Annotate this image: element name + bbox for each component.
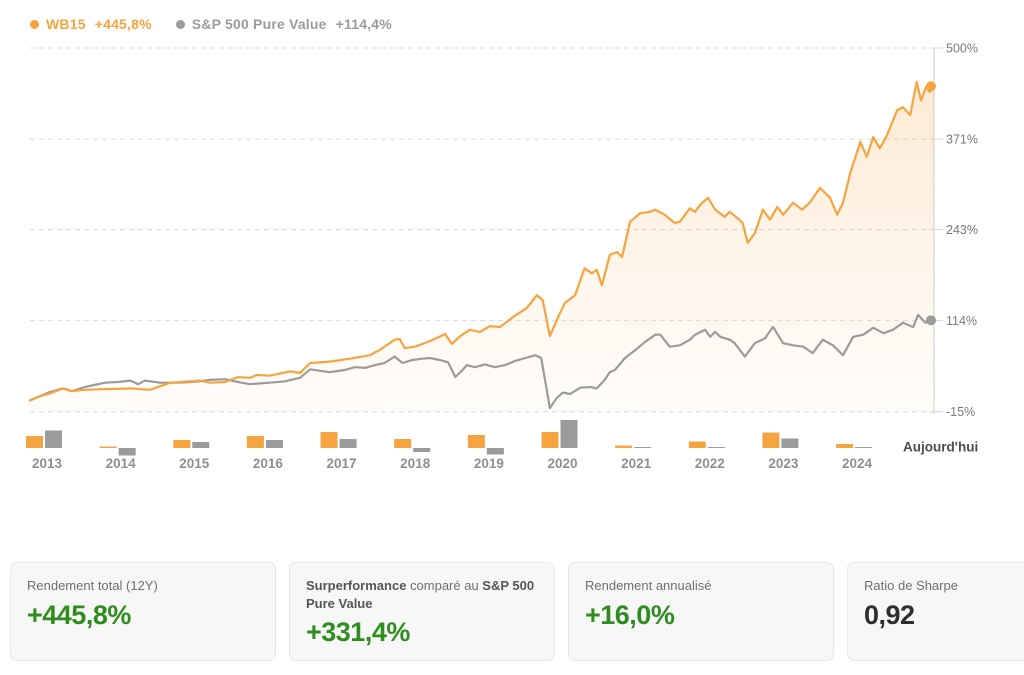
- bar-wb15-2020[interactable]: [541, 432, 559, 448]
- bar-sp500-2024[interactable]: [855, 447, 873, 448]
- y-axis-tick-label: 371%: [946, 133, 978, 147]
- y-axis-tick-label: 114%: [946, 314, 977, 328]
- x-axis-year-label: 2020: [547, 456, 577, 471]
- x-axis-year-label: 2013: [32, 456, 63, 471]
- bar-wb15-2014[interactable]: [99, 446, 117, 449]
- card-label: Ratio de Sharpe: [864, 578, 958, 593]
- bar-wb15-2019[interactable]: [467, 435, 485, 448]
- card-surperformance: Surperformance comparé au S&P 500 Pure V…: [289, 562, 555, 662]
- card-rendement-annualise: Rendement annualisé +16,0%: [568, 562, 834, 662]
- card-label: Rendement annualisé: [585, 578, 712, 593]
- today-label: Aujourd'hui: [903, 440, 978, 455]
- bar-sp500-2021[interactable]: [634, 447, 652, 448]
- x-axis-year-label: 2017: [327, 456, 357, 471]
- bar-wb15-2016[interactable]: [246, 436, 264, 448]
- bar-sp500-2023[interactable]: [781, 438, 799, 449]
- bar-wb15-2022[interactable]: [688, 441, 706, 449]
- bar-sp500-2014[interactable]: [118, 448, 136, 456]
- bar-wb15-2024[interactable]: [836, 444, 854, 448]
- card-label-bold: S&P 500 Pure Value: [306, 578, 535, 611]
- card-value: +331,4%: [306, 617, 410, 648]
- sp500-end-dot[interactable]: [926, 315, 936, 326]
- bar-wb15-2023[interactable]: [762, 432, 780, 449]
- x-axis-year-label: 2022: [695, 456, 725, 471]
- bar-sp500-2013[interactable]: [45, 430, 62, 449]
- x-axis-year-label: 2014: [106, 456, 137, 471]
- bar-sp500-2018[interactable]: [413, 448, 431, 452]
- legend-series-name: WB15: [46, 16, 86, 32]
- bar-wb15-2017[interactable]: [320, 432, 338, 448]
- y-axis-tick-label: 500%: [946, 42, 978, 56]
- legend-item-sp500[interactable]: S&P 500 Pure Value +114,4%: [175, 16, 392, 32]
- x-axis-year-label: 2024: [842, 456, 873, 471]
- legend-series-value: +114,4%: [335, 16, 392, 32]
- bar-sp500-2019[interactable]: [486, 448, 504, 455]
- legend-series-name: S&P 500 Pure Value: [191, 16, 327, 32]
- legend-series-value: +445,8%: [94, 16, 152, 32]
- wb15-line[interactable]: [28, 80, 936, 402]
- legend-item-wb15[interactable]: WB15 +445,8%: [30, 16, 152, 32]
- bar-wb15-2021[interactable]: [615, 445, 633, 449]
- bar-sp500-2016[interactable]: [265, 440, 283, 448]
- bar-sp500-2017[interactable]: [339, 439, 357, 448]
- card-ratio-sharpe: Ratio de Sharpe 0,92: [847, 562, 1024, 662]
- x-axis-year-label: 2016: [253, 456, 284, 471]
- card-label: Surperformance comparé au S&P 500 Pure V…: [306, 577, 538, 612]
- card-label: Rendement total (12Y): [27, 578, 158, 593]
- x-axis-year-label: 2019: [474, 456, 504, 471]
- bar-sp500-2020[interactable]: [560, 420, 578, 448]
- bar-wb15-2013[interactable]: [26, 436, 43, 448]
- bar-sp500-2022[interactable]: [707, 447, 725, 448]
- card-label-bold: Surperformance: [306, 578, 407, 593]
- x-axis-year-label: 2021: [621, 456, 652, 471]
- wb15-area-fill: [30, 81, 934, 412]
- x-axis-year-label: 2018: [400, 456, 431, 471]
- card-value: +16,0%: [585, 599, 675, 630]
- x-axis-year-label: 2023: [768, 456, 799, 471]
- bar-sp500-2015[interactable]: [192, 442, 210, 448]
- series-orange-dot-icon: [30, 19, 39, 29]
- x-axis-year-label: 2015: [179, 456, 210, 471]
- y-axis-tick-label: -15%: [946, 405, 975, 419]
- bar-wb15-2015[interactable]: [173, 440, 191, 448]
- performance-chart: 500% 371% 243% 114% -15% 2013 2014 2015 2016 2017…: [26, 42, 978, 471]
- stat-cards: Rendement total (12Y) +445,8% Surperform…: [10, 562, 1024, 662]
- sp500-pure-value-line[interactable]: [28, 313, 936, 410]
- chart-legend: WB15 +445,8% S&P 500 Pure Value +114,4%: [30, 16, 392, 32]
- y-axis-tick-label: 243%: [946, 223, 978, 237]
- series-gray-dot-icon: [175, 19, 185, 29]
- card-rendement-total: Rendement total (12Y) +445,8%: [10, 562, 276, 662]
- card-value: +445,8%: [27, 599, 131, 630]
- card-value: 0,92: [864, 599, 915, 630]
- wb15-end-dot[interactable]: [926, 81, 936, 92]
- card-label-plain: comparé au: [406, 578, 483, 593]
- bar-wb15-2018[interactable]: [394, 439, 412, 448]
